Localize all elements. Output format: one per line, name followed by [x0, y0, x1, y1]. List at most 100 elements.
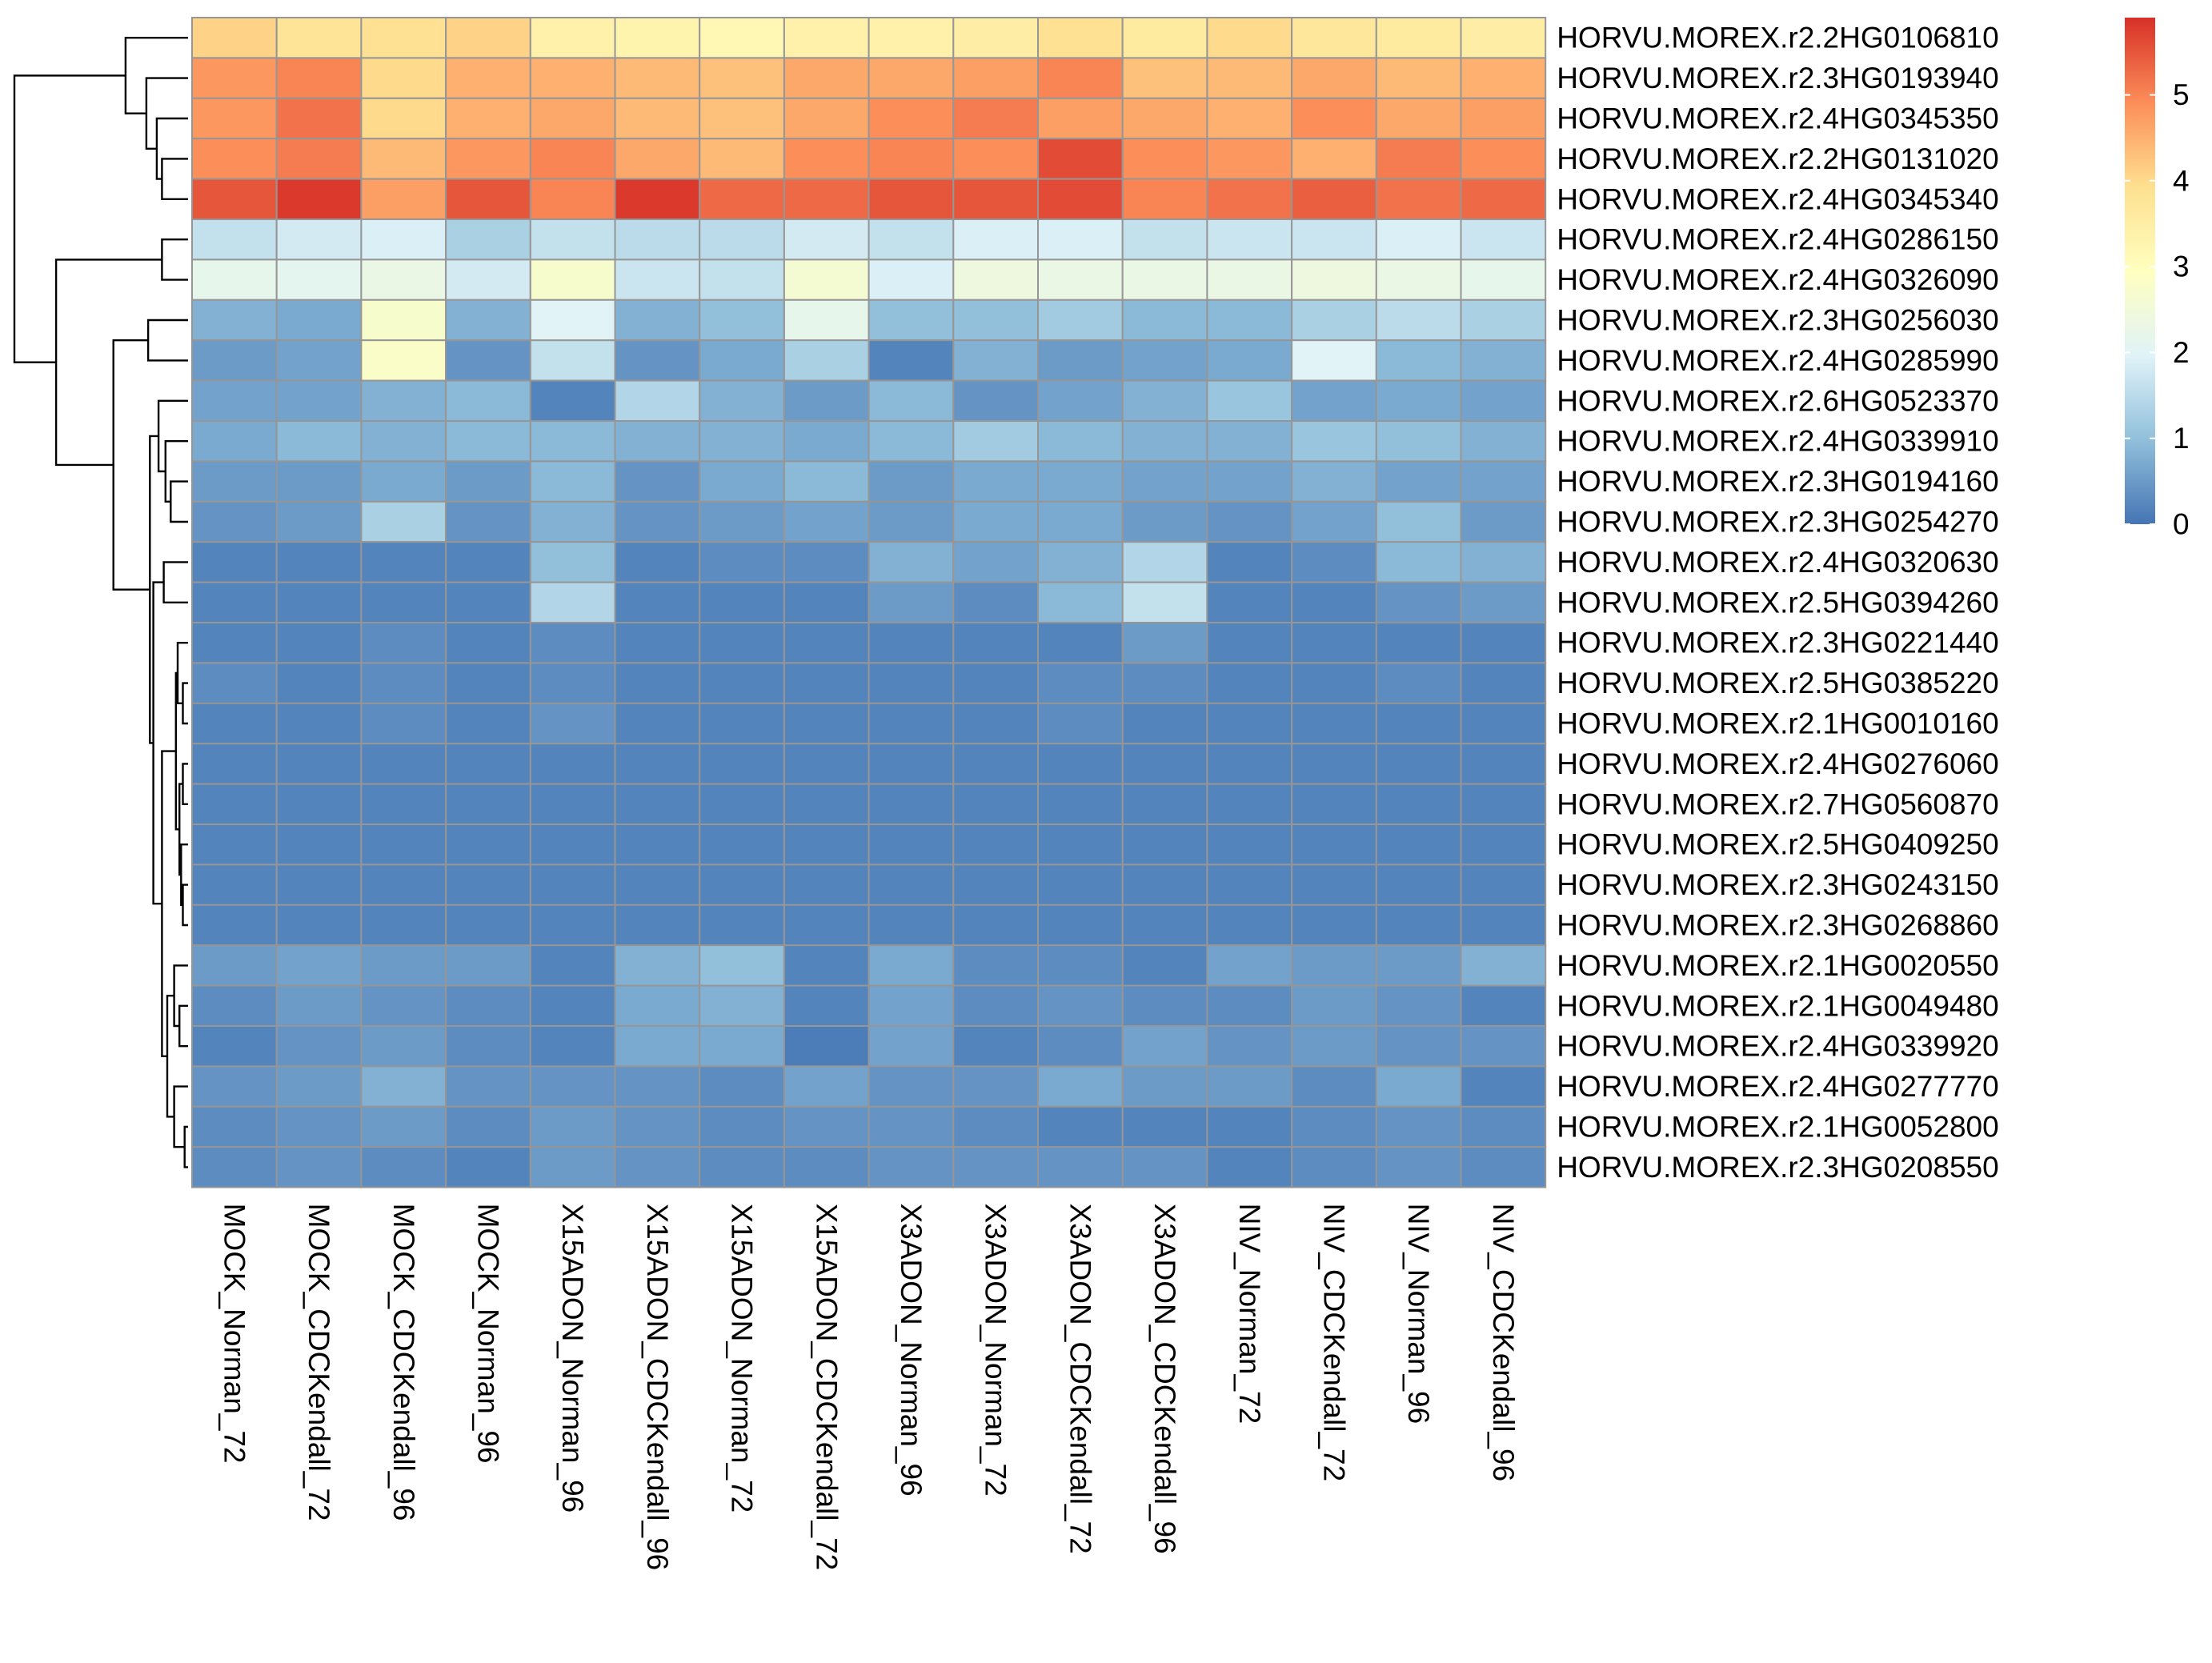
heatmap-cell	[275, 299, 363, 342]
heatmap-cell	[952, 339, 1040, 382]
heatmap-cell	[360, 1025, 447, 1068]
heatmap-cell	[614, 783, 701, 825]
heatmap-cells	[191, 17, 1547, 1188]
heatmap-cell	[952, 299, 1040, 342]
heatmap-cell	[191, 622, 278, 664]
heatmap-cell	[445, 864, 531, 906]
heatmap-cell	[191, 743, 278, 785]
heatmap-cell	[699, 1065, 785, 1108]
heatmap-cell	[529, 57, 616, 99]
heatmap-cell	[1206, 57, 1293, 99]
heatmap-cell	[868, 500, 955, 543]
heatmap-cell	[1375, 258, 1462, 301]
column-label: X3ADON_CDCKendall_96	[1148, 1204, 1181, 1554]
heatmap-cell	[275, 339, 363, 382]
heatmap-cell	[1037, 500, 1124, 543]
heatmap-cell	[1037, 1105, 1124, 1148]
heatmap-cell	[783, 864, 870, 906]
heatmap-cell	[868, 864, 955, 906]
dendrogram-branch	[166, 995, 174, 1118]
heatmap-cell	[614, 178, 701, 221]
heatmap-cell	[1206, 339, 1293, 382]
heatmap-cell	[1121, 57, 1208, 99]
row-label: HORVU.MOREX.r2.3HG0193940	[1557, 62, 1999, 94]
heatmap-cell	[275, 258, 363, 301]
heatmap-cell	[1375, 178, 1462, 221]
heatmap-cell	[1206, 299, 1293, 342]
row-label: HORVU.MOREX.r2.4HG0345350	[1557, 102, 1999, 135]
heatmap-cell	[699, 460, 785, 503]
heatmap-cell	[445, 420, 531, 463]
heatmap-cell	[868, 339, 955, 382]
row-labels: HORVU.MOREX.r2.2HG0106810 HORVU.MOREX.r2.…	[1557, 22, 1999, 1184]
heatmap-cell	[1206, 178, 1293, 221]
heatmap-cell	[529, 541, 616, 583]
heatmap-cell	[1375, 218, 1462, 261]
dendrogram-branch	[157, 399, 188, 473]
heatmap-cell	[275, 743, 363, 785]
heatmap-cell	[1291, 138, 1377, 180]
heatmap-cell	[360, 299, 447, 342]
dendrogram-branch	[145, 77, 188, 150]
heatmap-cell	[614, 97, 701, 140]
heatmap-cell	[529, 622, 616, 664]
legend-tick-label: 2	[2173, 336, 2190, 369]
heatmap-cell	[868, 743, 955, 785]
dendrogram-branch	[164, 440, 188, 503]
heatmap-cell	[1206, 1146, 1293, 1188]
heatmap-cell	[699, 97, 785, 140]
heatmap-cell	[445, 17, 531, 59]
heatmap-cell	[868, 57, 955, 99]
heatmap-cell	[783, 1065, 870, 1108]
heatmap-cell	[1291, 662, 1377, 704]
heatmap-cell	[1460, 17, 1547, 59]
heatmap-cell	[1121, 823, 1208, 866]
heatmap-cell	[1460, 460, 1547, 503]
heatmap-cell	[445, 258, 531, 301]
heatmap-cell	[783, 944, 870, 987]
dendrogram-branch	[182, 682, 188, 725]
heatmap-cell	[952, 783, 1040, 825]
row-label: HORVU.MOREX.r2.4HG0345340	[1557, 182, 1999, 215]
heatmap-cell	[699, 864, 785, 906]
heatmap-cell	[1206, 138, 1293, 180]
heatmap-cell	[275, 823, 363, 866]
heatmap-cell	[191, 541, 278, 583]
row-label: HORVU.MOREX.r2.4HG0326090	[1557, 263, 1999, 296]
heatmap-cell	[614, 339, 701, 382]
heatmap-cell	[614, 500, 701, 543]
heatmap-cell	[952, 904, 1040, 947]
row-label: HORVU.MOREX.r2.3HG0194160	[1557, 465, 1999, 498]
heatmap-cell	[191, 299, 278, 342]
column-label: MOCK_CDCKendall_72	[303, 1204, 335, 1521]
heatmap-cell	[445, 500, 531, 543]
heatmap-cell	[1291, 218, 1377, 261]
heatmap-cell	[868, 944, 955, 987]
heatmap-cell	[445, 299, 531, 342]
heatmap-cell	[1206, 702, 1293, 745]
heatmap-cell	[360, 420, 447, 463]
heatmap-cell	[275, 702, 363, 745]
heatmap-cell	[191, 379, 278, 423]
dendrogram-branch	[182, 884, 188, 927]
heatmap-cell	[1460, 581, 1547, 623]
heatmap-cell	[1460, 662, 1547, 704]
heatmap-cell	[275, 178, 363, 221]
heatmap-cell	[1037, 178, 1124, 221]
heatmap-cell	[1037, 299, 1124, 342]
heatmap-cell	[445, 1146, 531, 1188]
heatmap-cell	[1291, 460, 1377, 503]
heatmap-cell	[1121, 178, 1208, 221]
heatmap-cell	[445, 783, 531, 825]
heatmap-cell	[1460, 1065, 1547, 1108]
column-labels: MOCK_Norman_72 MOCK_CDCKendall_72 MOCK_CDC…	[218, 1204, 1519, 1571]
heatmap-cell	[614, 1025, 701, 1068]
legend-tick-label: 4	[2173, 164, 2190, 197]
heatmap-cell	[191, 662, 278, 704]
heatmap-cell	[614, 944, 701, 987]
heatmap-cell	[783, 138, 870, 180]
heatmap-cell	[868, 299, 955, 342]
heatmap-cell	[360, 500, 447, 543]
heatmap-cell	[191, 864, 278, 906]
heatmap-cell	[191, 258, 278, 301]
